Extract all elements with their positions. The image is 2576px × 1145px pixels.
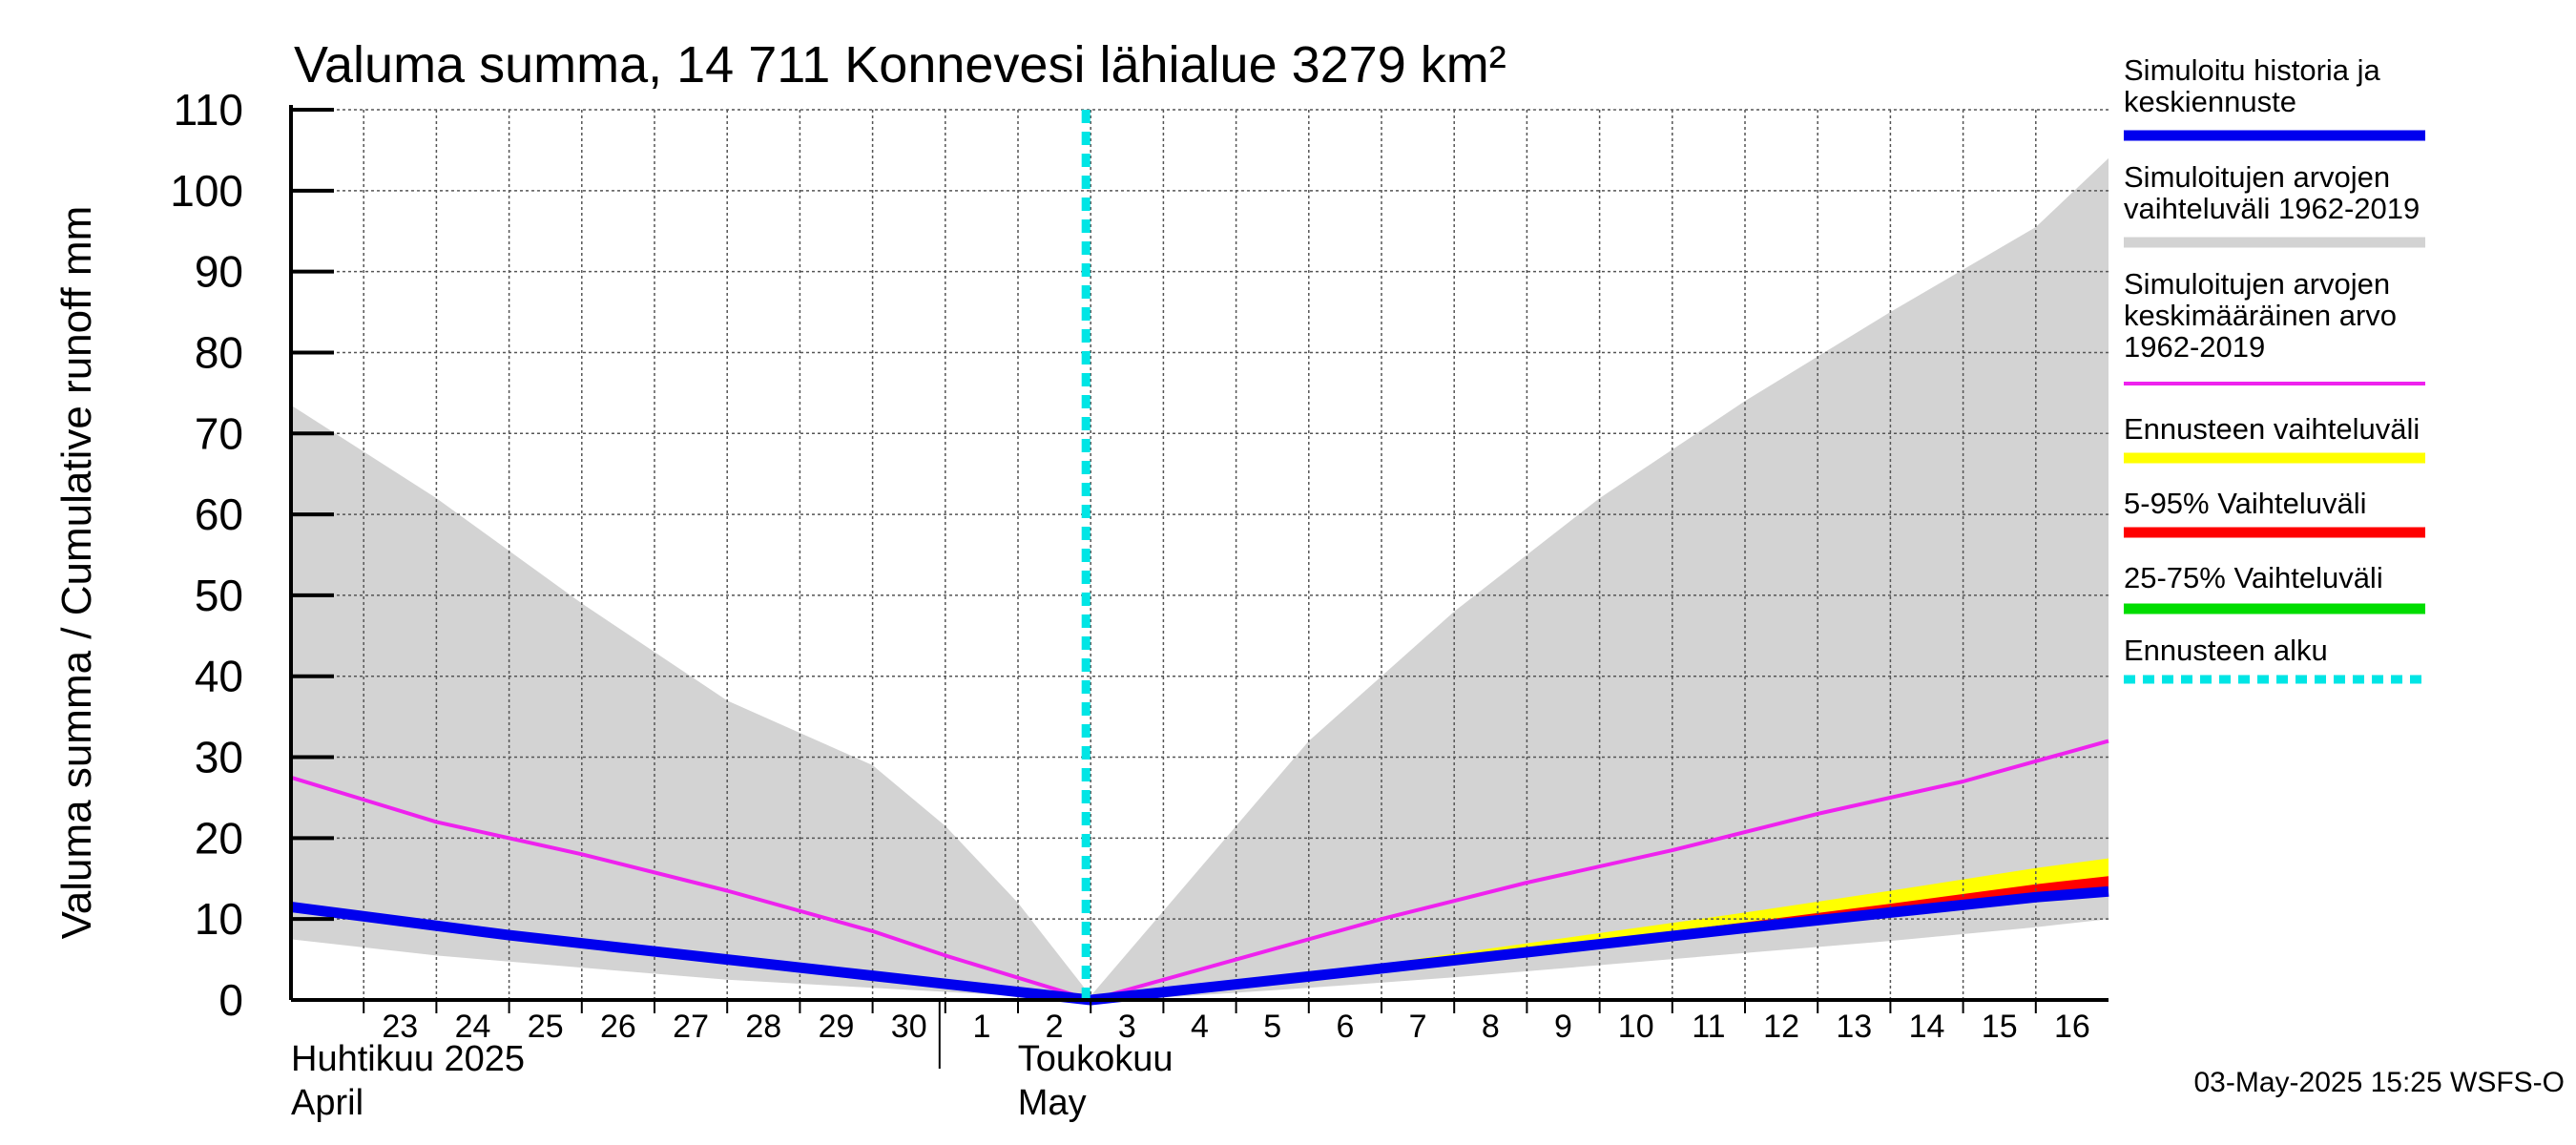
y-tick-label-5: 50 [195,571,243,620]
series-line-5 [290,885,2109,1006]
legend-label-0-1: keskiennuste [2124,85,2296,118]
y-tick-label-6: 60 [195,489,243,539]
month-label-1: Toukokuu [1018,1039,1174,1079]
x-tick-label-21: 14 [1909,1009,1945,1045]
legend-label-2-0: Simuloitujen arvojen [2124,267,2390,301]
month-label-0: Huhtikuu 2025 [291,1039,525,1079]
series-line-4 [290,739,2109,1002]
x-tick-label-8: 1 [972,1009,990,1045]
y-tick-label-1: 10 [195,894,243,944]
chart-title: Valuma summa, 14 711 Konnevesi lähialue … [294,36,1506,94]
x-tick-label-20: 13 [1836,1009,1872,1045]
legend-label-1-1: vaihteluväli 1962-2019 [2124,192,2420,225]
x-tick-label-3: 26 [600,1009,636,1045]
y-tick-label-10: 100 [170,166,243,216]
legend-label-3-0: Ennusteen vaihteluväli [2124,412,2420,446]
x-tick-label-14: 7 [1409,1009,1427,1045]
band-2 [1091,876,2109,1000]
legend-label-2-2: 1962-2019 [2124,330,2265,364]
y-tick-label-4: 40 [195,652,243,701]
month-sublabel-0: April [291,1083,364,1123]
x-tick-label-11: 4 [1191,1009,1209,1045]
legend-label-4-0: 5-95% Vaihteluväli [2124,487,2366,520]
x-tick-label-0: 23 [382,1009,418,1045]
band-0 [291,157,2109,1000]
x-tick-label-13: 6 [1336,1009,1354,1045]
y-tick-label-3: 30 [195,733,243,782]
timestamp: 03-May-2025 15:25 WSFS-O [2194,1067,2566,1098]
x-tick-label-9: 2 [1046,1009,1064,1045]
x-tick-label-17: 10 [1618,1009,1654,1045]
x-tick-label-23: 16 [2054,1009,2090,1045]
legend-label-6-0: Ennusteen alku [2124,634,2328,667]
x-tick-label-1: 24 [455,1009,491,1045]
x-tick-label-5: 28 [745,1009,781,1045]
y-tick-label-2: 20 [195,813,243,863]
x-tick-label-16: 9 [1554,1009,1572,1045]
y-tick-label-8: 80 [195,327,243,377]
y-tick-label-0: 0 [218,975,243,1025]
legend-label-1-0: Simuloitujen arvojen [2124,160,2390,194]
x-tick-label-19: 12 [1763,1009,1799,1045]
legend-label-2-1: keskimääräinen arvo [2124,299,2397,332]
y-tick-label-11: 110 [174,85,243,135]
x-tick-label-4: 27 [673,1009,709,1045]
x-tick-label-18: 11 [1692,1009,1725,1045]
y-axis-label: Valuma summa / Cumulative runoff mm [53,206,100,940]
y-tick-label-9: 90 [195,247,243,297]
y-tick-label-7: 70 [195,408,243,458]
month-sublabel-1: May [1018,1083,1087,1123]
x-tick-label-2: 25 [528,1009,564,1045]
x-tick-label-12: 5 [1263,1009,1281,1045]
x-tick-label-7: 30 [891,1009,927,1045]
legend-label-0-0: Simuloitu historia ja [2124,53,2381,87]
x-tick-label-22: 15 [1982,1009,2018,1045]
x-tick-label-15: 8 [1482,1009,1500,1045]
legend-label-5-0: 25-75% Vaihteluväli [2124,561,2383,594]
x-tick-label-6: 29 [819,1009,855,1045]
x-tick-label-10: 3 [1118,1009,1136,1045]
